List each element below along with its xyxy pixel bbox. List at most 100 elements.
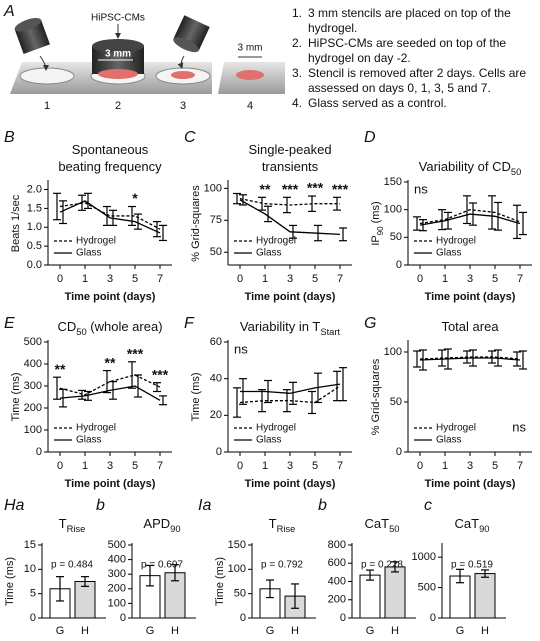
step-text: Glass served as a control. — [308, 96, 447, 110]
series-line — [240, 383, 341, 394]
y-axis-label: Time (ms) — [4, 557, 16, 606]
panel-label: A — [3, 3, 15, 20]
text-segment: APD — [143, 516, 170, 531]
x-tick-label: 0 — [57, 273, 63, 285]
x-tick-label: 1 — [442, 273, 448, 285]
legend-label: Glass — [436, 435, 462, 446]
step: 2. HiPSC-CMs are seeded on top of the hyd… — [292, 36, 538, 66]
chart-title: CaT90 — [455, 516, 490, 534]
text-segment: Rise — [277, 524, 296, 534]
x-tick-label: H — [81, 625, 89, 637]
text-segment: 50 — [389, 524, 399, 534]
chart-title: CaT50 — [365, 516, 400, 534]
y-tick-label: 10 — [24, 563, 36, 575]
annotation: *** — [332, 181, 349, 197]
text-segment: (ms) — [370, 201, 382, 226]
y-tick-label: 50 — [210, 246, 222, 258]
text-segment: transients — [262, 159, 319, 174]
y-tick-label: 400 — [328, 575, 346, 587]
text-segment: CaT — [455, 516, 480, 531]
annotation: ** — [260, 181, 271, 197]
y-axis-label: % Grid-squares — [370, 358, 382, 435]
text-segment: Variability of CD — [419, 159, 511, 174]
bar — [74, 581, 96, 619]
x-tick-label: 1 — [262, 460, 268, 472]
chart-title: Variability in TStart — [240, 319, 341, 337]
step-text: Stencil is removed after 2 days. Cells a… — [308, 66, 527, 95]
text-segment: CD — [57, 319, 76, 334]
piece-size: 3 mm — [238, 43, 263, 54]
annotation: ** — [105, 354, 116, 370]
step-number: 3. — [292, 66, 303, 80]
chart-title: APD90 — [143, 516, 180, 534]
x-tick-label: 5 — [492, 460, 498, 472]
panel-label: C — [184, 129, 196, 146]
y-tick-label: 100 — [384, 204, 402, 216]
y-tick-label: 0.0 — [27, 259, 42, 271]
text-segment: Time (ms) — [214, 557, 226, 606]
text-segment: Time (ms) — [190, 372, 202, 421]
chart-title: transients — [262, 159, 319, 174]
y-tick-label: 1.0 — [27, 221, 42, 233]
series-line — [239, 385, 341, 404]
x-tick-label: 3 — [467, 273, 473, 285]
y-tick-label: 100 — [228, 563, 246, 575]
series-line — [419, 357, 521, 361]
annotation: *** — [127, 346, 144, 362]
dish-number: 4 — [247, 100, 253, 112]
x-tick-label: 3 — [287, 460, 293, 472]
stencil-size: 3 mm — [105, 49, 131, 60]
y-tick-label: 0 — [396, 259, 402, 271]
text-segment: Start — [320, 327, 340, 337]
step-text: HiPSC-CMs are seeded on top of the hydro… — [308, 36, 507, 65]
text-segment: T — [269, 516, 277, 531]
text-segment: Variability in T — [240, 319, 320, 334]
step: 3. Stencil is removed after 2 days. Cells… — [292, 66, 538, 96]
legend-label: Hydrogel — [76, 423, 116, 434]
x-tick-label: G — [456, 625, 465, 637]
annotation: p = 0.484 — [51, 560, 93, 571]
x-axis-label: Time point (days) — [65, 478, 156, 490]
stencil — [92, 39, 144, 53]
step: 4. Glass served as a control. — [292, 96, 538, 111]
y-tick-label: 100 — [24, 424, 42, 436]
y-tick-label: 500 — [108, 539, 126, 551]
y-tick-label: 200 — [328, 594, 346, 606]
chart-title: CD50 (whole area) — [57, 319, 162, 337]
y-tick-label: 0 — [430, 612, 436, 624]
x-axis-label: Time point (days) — [245, 478, 336, 490]
dish-number: 1 — [44, 100, 50, 112]
x-tick-label: 5 — [492, 273, 498, 285]
cells — [236, 70, 264, 80]
y-tick-label: 75 — [210, 214, 222, 226]
panel-label: Ia — [198, 497, 211, 514]
series-line — [239, 197, 340, 206]
y-tick-label: 100 — [108, 597, 126, 609]
dish-number: 2 — [115, 100, 121, 112]
step: 1. 3 mm stencils are placed on top of the… — [292, 6, 538, 36]
annotation: *** — [152, 366, 169, 382]
y-tick-label: 0 — [36, 446, 42, 458]
y-tick-label: 0.5 — [27, 240, 42, 252]
legend-label: Hydrogel — [256, 423, 296, 434]
x-tick-label: 1 — [442, 460, 448, 472]
y-tick-label: 400 — [24, 358, 42, 370]
schematic: A 3 mm HiPSC-CMs 3 mm 1 2 3 4 — [3, 3, 285, 112]
cells-label: HiPSC-CMs — [91, 13, 145, 24]
x-tick-label: 7 — [337, 273, 343, 285]
text-segment: beating frequency — [58, 159, 162, 174]
y-tick-label: 50 — [390, 231, 402, 243]
text-segment: T — [59, 516, 67, 531]
bar — [384, 566, 406, 619]
annotation: ns — [234, 341, 248, 356]
bar — [474, 573, 496, 619]
y-tick-label: 1000 — [412, 551, 436, 563]
x-tick-label: G — [266, 625, 275, 637]
x-tick-label: 7 — [517, 273, 523, 285]
x-tick-label: 7 — [157, 460, 163, 472]
x-tick-label: G — [146, 625, 155, 637]
text-segment: 90 — [376, 226, 385, 235]
y-tick-label: 400 — [108, 554, 126, 566]
series-line — [59, 200, 161, 234]
